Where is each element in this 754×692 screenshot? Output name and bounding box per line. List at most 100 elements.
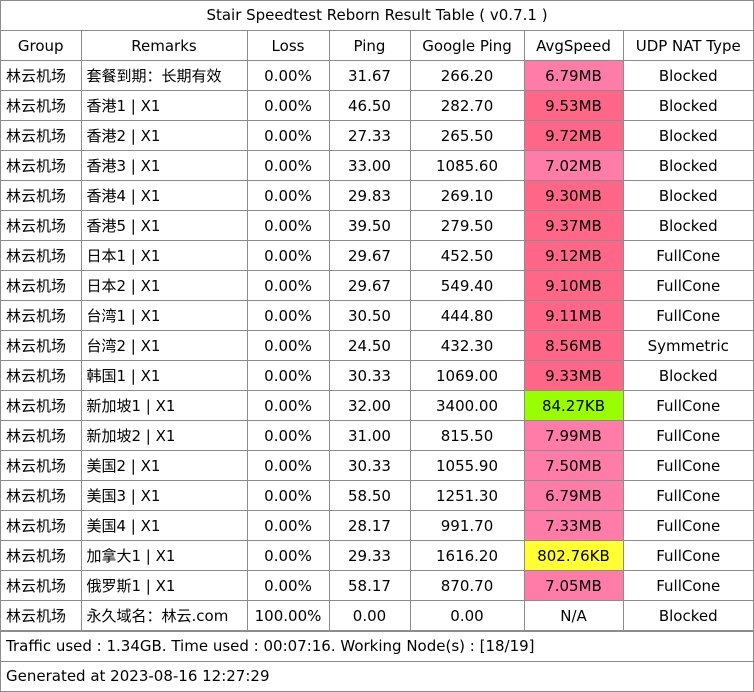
table-row: 林云机场 韩国1 | X1 0.00% 30.33 1069.00 9.33MB Block… [1, 360, 753, 391]
cell-remarks: 新加坡1 | X1 [80, 390, 248, 421]
cell-udp-nat-type: FullCone [622, 240, 753, 271]
table-row: 林云机场 日本1 | X1 0.00% 29.67 452.50 9.12MB FullCo… [1, 240, 753, 271]
cell-group: 林云机场 [1, 360, 82, 391]
cell-loss: 0.00% [246, 150, 330, 181]
cell-group: 林云机场 [1, 420, 82, 451]
table-row: 林云机场 日本2 | X1 0.00% 29.67 549.40 9.10MB FullCo… [1, 270, 753, 301]
cell-remarks: 日本1 | X1 [80, 240, 248, 271]
cell-remarks: 美国2 | X1 [80, 450, 248, 481]
cell-avg-speed: 9.33MB [523, 360, 624, 391]
cell-udp-nat-type: Blocked [622, 150, 753, 181]
cell-google-ping: 266.20 [409, 60, 525, 91]
table-row: 林云机场 台湾2 | X1 0.00% 24.50 432.30 8.56MB Symmet… [1, 330, 753, 361]
column-header-remarks: Remarks [80, 31, 248, 61]
cell-udp-nat-type: FullCone [622, 420, 753, 451]
cell-avg-speed: 6.79MB [523, 480, 624, 511]
cell-group: 林云机场 [1, 540, 82, 571]
table-title: Stair Speedtest Reborn Result Table ( v0… [1, 1, 753, 31]
cell-loss: 0.00% [246, 60, 330, 91]
table-row: 林云机场 加拿大1 | X1 0.00% 29.33 1616.20 802.76KB Fu… [1, 540, 753, 571]
cell-loss: 0.00% [246, 330, 330, 361]
cell-udp-nat-type: FullCone [622, 450, 753, 481]
cell-remarks: 台湾2 | X1 [80, 330, 248, 361]
cell-group: 林云机场 [1, 180, 82, 211]
cell-avg-speed: 9.53MB [523, 90, 624, 121]
cell-udp-nat-type: FullCone [622, 540, 753, 571]
cell-group: 林云机场 [1, 120, 82, 151]
cell-ping: 58.17 [328, 570, 411, 601]
table-row: 林云机场 新加坡1 | X1 0.00% 32.00 3400.00 84.27KB Ful… [1, 390, 753, 421]
table-row: 林云机场 新加坡2 | X1 0.00% 31.00 815.50 7.99MB FullC… [1, 420, 753, 451]
table-row: 林云机场 香港1 | X1 0.00% 46.50 282.70 9.53MB Blocke… [1, 90, 753, 121]
cell-google-ping: 1055.90 [409, 450, 525, 481]
cell-ping: 30.33 [328, 450, 411, 481]
cell-avg-speed: 8.56MB [523, 330, 624, 361]
table-row: 林云机场 美国3 | X1 0.00% 58.50 1251.30 6.79MB FullC… [1, 480, 753, 511]
cell-loss: 0.00% [246, 390, 330, 421]
cell-udp-nat-type: FullCone [622, 390, 753, 421]
cell-remarks: 加拿大1 | X1 [80, 540, 248, 571]
cell-remarks: 香港1 | X1 [80, 90, 248, 121]
traffic-summary: Traffic used : 1.34GB. Time used : 00:07… [1, 631, 753, 661]
cell-udp-nat-type: Blocked [622, 90, 753, 121]
cell-google-ping: 549.40 [409, 270, 525, 301]
cell-remarks: 韩国1 | X1 [80, 360, 248, 391]
cell-udp-nat-type: Blocked [622, 180, 753, 211]
cell-loss: 0.00% [246, 240, 330, 271]
column-header-ping: Ping [328, 31, 411, 61]
cell-google-ping: 3400.00 [409, 390, 525, 421]
cell-ping: 29.33 [328, 540, 411, 571]
cell-avg-speed: 7.05MB [523, 570, 624, 601]
cell-avg-speed: 9.72MB [523, 120, 624, 151]
column-header-group: Group [1, 31, 82, 61]
cell-remarks: 香港3 | X1 [80, 150, 248, 181]
cell-google-ping: 282.70 [409, 90, 525, 121]
cell-loss: 0.00% [246, 510, 330, 541]
cell-google-ping: 444.80 [409, 300, 525, 331]
column-header-udp-nat-type: UDP NAT Type [622, 31, 753, 61]
cell-group: 林云机场 [1, 480, 82, 511]
cell-avg-speed: 9.12MB [523, 240, 624, 271]
cell-group: 林云机场 [1, 510, 82, 541]
cell-avg-speed: 9.30MB [523, 180, 624, 211]
header-row: Group Remarks Loss Ping Google Ping AvgS… [1, 31, 753, 61]
cell-remarks: 美国3 | X1 [80, 480, 248, 511]
cell-google-ping: 815.50 [409, 420, 525, 451]
cell-udp-nat-type: Symmetric [622, 330, 753, 361]
table-row: 林云机场 美国2 | X1 0.00% 30.33 1055.90 7.50MB FullC… [1, 450, 753, 481]
cell-remarks: 永久域名：林云.com [80, 600, 248, 631]
cell-group: 林云机场 [1, 600, 82, 631]
cell-remarks: 香港4 | X1 [80, 180, 248, 211]
cell-ping: 29.67 [328, 240, 411, 271]
cell-remarks: 台湾1 | X1 [80, 300, 248, 331]
cell-udp-nat-type: Blocked [622, 360, 753, 391]
column-header-loss: Loss [246, 31, 330, 61]
cell-loss: 0.00% [246, 480, 330, 511]
cell-loss: 0.00% [246, 90, 330, 121]
cell-group: 林云机场 [1, 210, 82, 241]
table-body: 林云机场 套餐到期：长期有效 0.00% 31.67 266.20 6.79MB Block… [1, 60, 753, 631]
cell-google-ping: 279.50 [409, 210, 525, 241]
cell-avg-speed: 9.10MB [523, 270, 624, 301]
cell-google-ping: 269.10 [409, 180, 525, 211]
generated-timestamp: Generated at 2023-08-16 12:27:29 [1, 661, 753, 691]
cell-group: 林云机场 [1, 90, 82, 121]
cell-udp-nat-type: FullCone [622, 480, 753, 511]
column-header-google-ping: Google Ping [409, 31, 525, 61]
cell-udp-nat-type: Blocked [622, 210, 753, 241]
cell-avg-speed: 7.50MB [523, 450, 624, 481]
cell-ping: 28.17 [328, 510, 411, 541]
cell-udp-nat-type: FullCone [622, 510, 753, 541]
cell-google-ping: 0.00 [409, 600, 525, 631]
cell-loss: 0.00% [246, 450, 330, 481]
cell-udp-nat-type: FullCone [622, 300, 753, 331]
cell-ping: 30.50 [328, 300, 411, 331]
cell-ping: 29.83 [328, 180, 411, 211]
cell-loss: 0.00% [246, 180, 330, 211]
cell-remarks: 美国4 | X1 [80, 510, 248, 541]
cell-avg-speed: 7.99MB [523, 420, 624, 451]
cell-ping: 31.67 [328, 60, 411, 91]
table-row: 林云机场 台湾1 | X1 0.00% 30.50 444.80 9.11MB FullCo… [1, 300, 753, 331]
cell-ping: 32.00 [328, 390, 411, 421]
